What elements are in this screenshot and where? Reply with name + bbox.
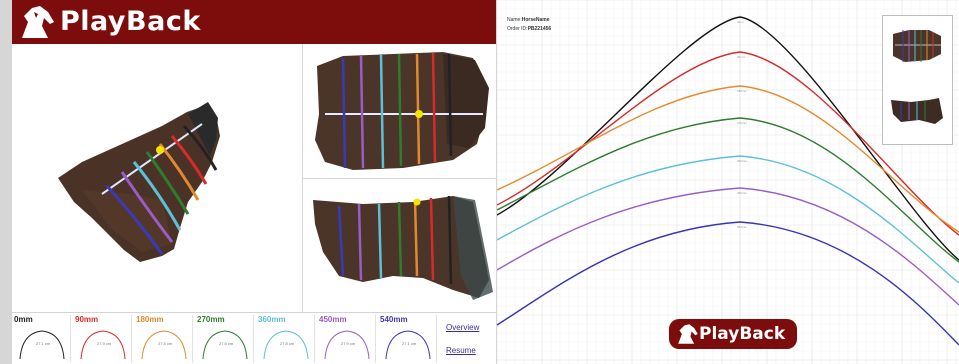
profile-card[interactable]: 450mm 27.9 cm	[317, 315, 376, 363]
resume-link[interactable]: Resume	[446, 346, 476, 355]
profile-measure: 27.9 cm	[97, 341, 112, 346]
profile-measure: 27.6 cm	[219, 341, 234, 346]
horse-logo-icon	[678, 324, 698, 344]
curve-label: 270mm	[737, 121, 748, 125]
3d-scan-render[interactable]	[12, 44, 302, 312]
curve-label: 90mm	[737, 55, 746, 59]
profile-card[interactable]: 270mm 27.6 cm	[195, 315, 254, 363]
top-view-thumbnail	[893, 30, 941, 62]
profile-curve	[497, 85, 959, 233]
view-divider	[302, 44, 303, 312]
curve-label: 540mm	[737, 225, 748, 229]
app-logo-text: PlayBack	[60, 6, 201, 37]
profile-measure: 27.9 cm	[341, 341, 356, 346]
profile-curve-thumbnail: 27.5 cm	[141, 330, 187, 360]
profile-strip: 0mm 27.1 cm 90mm 27.9 cm 180mm 27.5 cm 270mm 27…	[12, 312, 496, 364]
curve-label: 360mm	[737, 159, 748, 163]
side-scan-render[interactable]	[303, 180, 496, 312]
side-view-thumbnail	[891, 98, 943, 124]
profile-curve	[497, 117, 959, 263]
profile-label: 0mm	[14, 315, 33, 324]
app-header: PlayBack	[12, 0, 496, 44]
thumbnail-panel	[882, 15, 953, 145]
profile-measure: 27.5 cm	[158, 341, 173, 346]
view-divider	[303, 178, 496, 179]
report-order-row: Order ID:PB221456	[507, 26, 552, 32]
profile-measure: 27.1 cm	[402, 341, 417, 346]
profile-overlay-chart: 0mm 90mm 180mm 270mm 360mm 450mm 540mm	[497, 0, 959, 364]
profile-card[interactable]: 0mm 27.1 cm	[12, 315, 71, 363]
profile-label: 180mm	[136, 315, 164, 324]
profile-label: 450mm	[319, 315, 347, 324]
side-scan-view[interactable]	[303, 180, 496, 312]
top-scan-render[interactable]	[303, 44, 496, 178]
profile-curve	[497, 155, 959, 284]
profile-label: 360mm	[258, 315, 286, 324]
profile-curve	[497, 187, 959, 306]
profile-curve-thumbnail: 27.6 cm	[202, 330, 248, 360]
curve-label: 450mm	[737, 191, 748, 195]
curve-label: 180mm	[737, 89, 748, 93]
scan-viewer-panel: PlayBack	[12, 0, 496, 364]
profile-measure: 27.1 cm	[36, 341, 51, 346]
profile-measure: 27.8 cm	[280, 341, 295, 346]
profile-label: 270mm	[197, 315, 225, 324]
profile-card[interactable]: 180mm 27.5 cm	[134, 315, 193, 363]
profile-curve	[497, 221, 959, 346]
profile-curve-thumbnail: 27.8 cm	[263, 330, 309, 360]
profile-curve-thumbnail: 27.9 cm	[324, 330, 370, 360]
profile-card[interactable]: 90mm 27.9 cm	[73, 315, 132, 363]
footer-logo: PlayBack	[669, 319, 797, 349]
report-order-value: PB221456	[527, 26, 552, 32]
profile-card[interactable]: 360mm 27.8 cm	[256, 315, 315, 363]
overview-link[interactable]: Overview	[446, 323, 480, 332]
report-panel: 0mm 90mm 180mm 270mm 360mm 450mm 540mm Name:Ho…	[497, 0, 959, 364]
report-name-value: HorseName	[521, 17, 550, 23]
report-meta: Name:HorseName Order ID:PB221456	[507, 16, 551, 34]
report-name-row: Name:HorseName	[507, 17, 550, 23]
top-scan-view[interactable]	[303, 44, 496, 178]
profile-curve-thumbnail: 27.1 cm	[385, 330, 431, 360]
3d-scan-view[interactable]	[12, 44, 302, 312]
footer-logo-text: PlayBack	[699, 324, 786, 344]
nav-links: Overview Resume	[446, 323, 496, 364]
curve-label: 0mm	[737, 20, 744, 24]
profile-curve-thumbnail: 27.1 cm	[19, 330, 65, 360]
horse-logo-icon	[22, 6, 54, 38]
profile-curve	[497, 51, 959, 236]
profile-curve-thumbnail: 27.9 cm	[80, 330, 126, 360]
profile-card[interactable]: 540mm 27.1 cm	[378, 315, 437, 363]
profile-label: 90mm	[75, 315, 99, 324]
profile-label: 540mm	[380, 315, 408, 324]
